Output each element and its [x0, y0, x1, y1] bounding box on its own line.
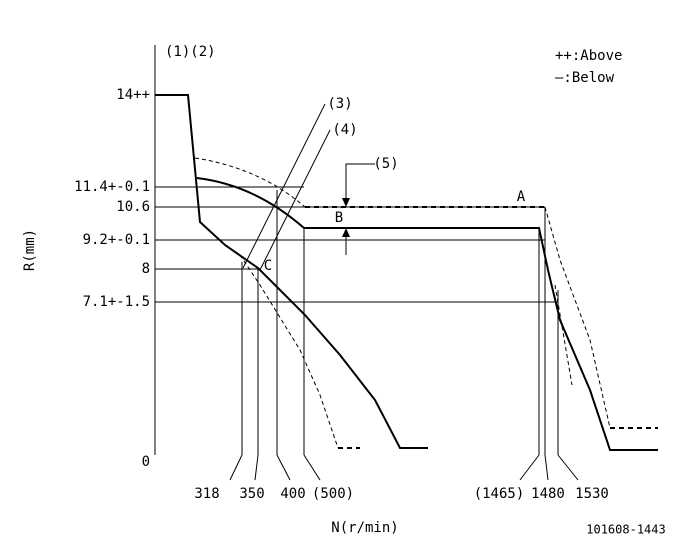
y-label: 10.6 [116, 199, 150, 215]
y-label: 14++ [116, 87, 150, 103]
point-label: B [335, 210, 343, 226]
y-label: 11.4+-0.1 [74, 179, 150, 195]
curves [155, 94, 658, 451]
callout: (4) [332, 122, 357, 138]
y-axis-title: R(mm) [22, 229, 38, 271]
x-label: 400 [280, 486, 305, 502]
x-label: 1480 [531, 486, 565, 502]
y-label: 7.1+-1.5 [83, 294, 150, 310]
y-label: 9.2+-0.1 [83, 232, 150, 248]
callout: (3) [327, 96, 352, 112]
x-axis-title: N(r/min) [331, 520, 398, 536]
header: (1)(2) [165, 44, 216, 60]
x-label: 350 [239, 486, 264, 502]
x-label: 318 [194, 486, 219, 502]
point-label: A [517, 189, 526, 205]
code: 101608-1443 [586, 523, 665, 537]
x-label: 1530 [575, 486, 609, 502]
point-label: C [264, 258, 272, 274]
legend-above: ++:Above [555, 48, 622, 64]
callout: (5) [373, 156, 398, 172]
frame [154, 45, 579, 481]
y-label: 8 [142, 261, 150, 277]
legend-below: —:Below [555, 70, 615, 86]
x-label: (1465) [474, 486, 525, 502]
y-label: 0 [142, 454, 150, 470]
x-label: (500) [312, 486, 354, 502]
